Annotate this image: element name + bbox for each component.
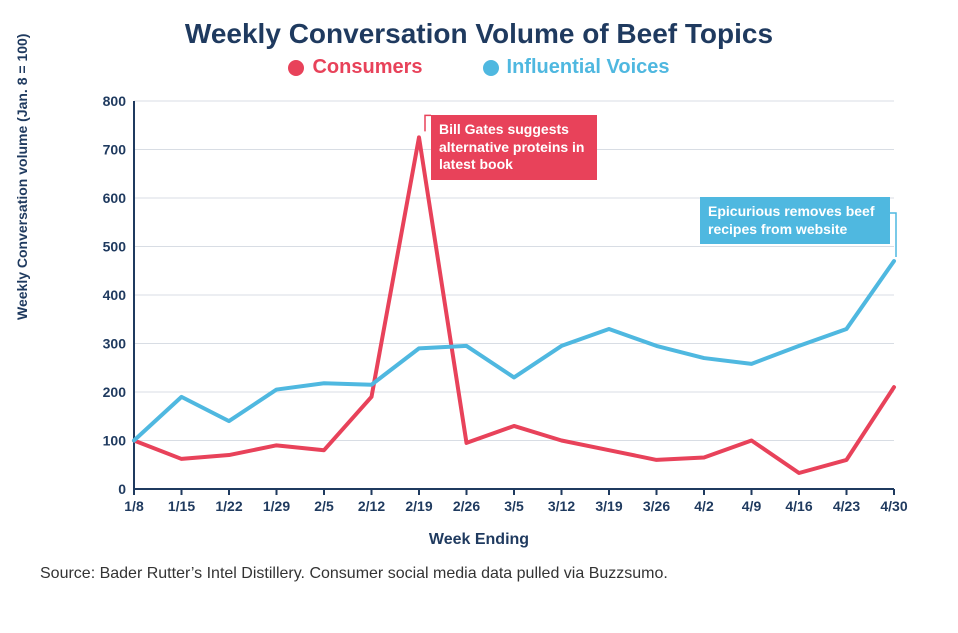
svg-text:4/23: 4/23 [833,498,860,514]
svg-text:3/5: 3/5 [504,498,524,514]
svg-text:1/8: 1/8 [124,498,144,514]
y-axis-title: Weekly Conversation volume (Jan. 8 = 100… [14,34,30,320]
svg-text:3/19: 3/19 [595,498,622,514]
legend-label-consumers: Consumers [312,56,422,79]
svg-text:1/29: 1/29 [263,498,290,514]
legend-item-consumers: Consumers [288,56,422,79]
legend-dot-influential [483,60,499,76]
chart-title: Weekly Conversation Volume of Beef Topic… [0,18,958,50]
svg-text:4/9: 4/9 [742,498,762,514]
svg-text:4/2: 4/2 [694,498,714,514]
legend-item-influential: Influential Voices [483,56,670,79]
legend-label-influential: Influential Voices [507,56,670,79]
svg-text:600: 600 [103,190,127,206]
chart-area: 0 100 200 300 400 500 600 700 800 1/8 1/15 1/22 1/29… [90,93,910,523]
svg-text:500: 500 [103,239,127,255]
x-axis-title: Week Ending [0,531,958,549]
svg-text:800: 800 [103,93,127,109]
legend: Consumers Influential Voices [0,56,958,79]
svg-text:300: 300 [103,336,127,352]
svg-text:2/26: 2/26 [453,498,480,514]
svg-text:0: 0 [118,481,126,497]
svg-text:2/12: 2/12 [358,498,385,514]
svg-text:3/26: 3/26 [643,498,670,514]
svg-text:1/22: 1/22 [215,498,242,514]
svg-text:2/19: 2/19 [405,498,432,514]
svg-text:4/16: 4/16 [785,498,812,514]
svg-text:2/5: 2/5 [314,498,334,514]
svg-text:100: 100 [103,433,127,449]
svg-text:400: 400 [103,287,127,303]
svg-text:3/12: 3/12 [548,498,575,514]
svg-text:1/15: 1/15 [168,498,195,514]
source-text: Source: Bader Rutter’s Intel Distillery.… [40,565,958,583]
svg-text:200: 200 [103,384,127,400]
annotation-bill-gates: Bill Gates suggests alternative proteins… [431,115,597,180]
svg-text:4/30: 4/30 [880,498,907,514]
annotation-epicurious: Epicurious removes beef recipes from web… [700,197,890,244]
legend-dot-consumers [288,60,304,76]
svg-text:700: 700 [103,142,127,158]
